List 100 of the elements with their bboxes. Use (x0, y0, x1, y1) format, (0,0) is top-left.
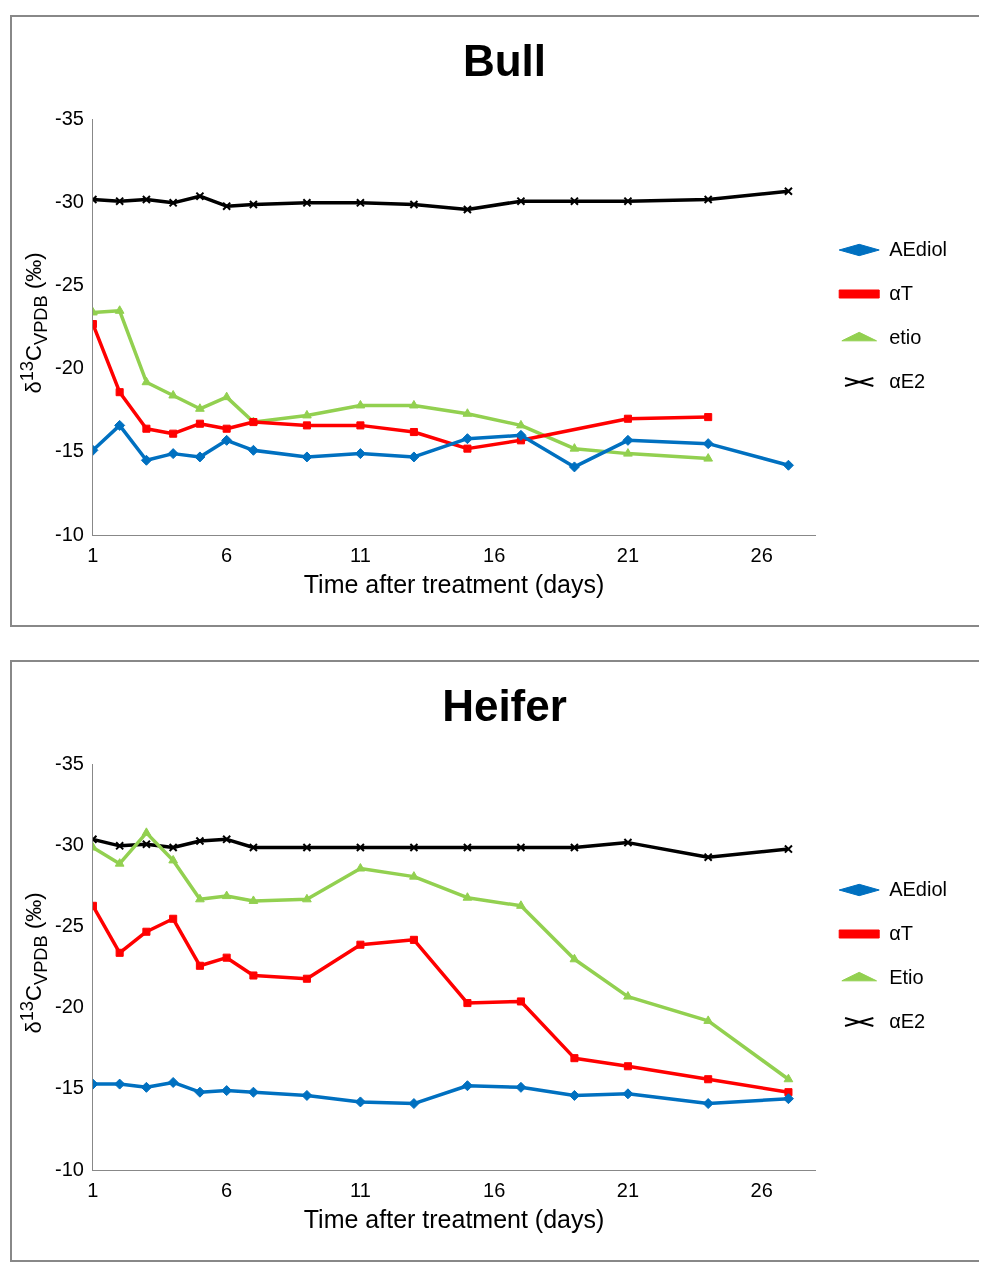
x-tick-label: 26 (750, 1178, 773, 1201)
point (704, 413, 713, 422)
point (222, 424, 231, 433)
point (167, 1076, 179, 1088)
point (114, 305, 125, 314)
point (623, 414, 632, 423)
legend-label: AEdiol (889, 877, 947, 900)
y-tick-label: -20 (55, 995, 84, 1018)
point (783, 186, 793, 196)
point (302, 974, 311, 983)
y-tick-label: -10 (55, 1157, 84, 1180)
point (115, 841, 125, 851)
point (703, 194, 713, 205)
point (195, 893, 205, 903)
point (302, 409, 312, 419)
point (222, 953, 231, 962)
point (461, 1080, 473, 1092)
point (247, 444, 259, 456)
point (195, 419, 204, 428)
legend-label: AEdiol (889, 237, 947, 260)
point (142, 424, 151, 433)
x-axis-title: Time after treatment (days) (303, 569, 605, 598)
point (302, 842, 312, 852)
point (141, 839, 151, 849)
point (623, 838, 633, 848)
point (623, 196, 633, 206)
point (195, 961, 204, 970)
point (355, 399, 366, 409)
point (302, 893, 312, 903)
point (463, 444, 472, 453)
x-tick-label: 16 (483, 543, 506, 566)
chart-title: Bull (462, 35, 547, 85)
point (623, 1062, 632, 1071)
point (141, 827, 152, 836)
point (114, 419, 126, 431)
point (409, 842, 419, 852)
point (169, 914, 178, 923)
point (463, 999, 472, 1008)
point (569, 842, 579, 852)
x-tick-label: 1 (87, 1178, 99, 1201)
x-axis-title: Time after treatment (days) (303, 1204, 605, 1233)
point (194, 1086, 206, 1098)
point (409, 428, 418, 437)
point (115, 388, 124, 397)
point (194, 451, 206, 463)
x-tick-label: 6 (221, 1178, 233, 1201)
point (248, 895, 259, 904)
point (221, 434, 233, 446)
x-tick-label: 16 (483, 1178, 506, 1201)
x-tick-label: 1 (87, 543, 99, 566)
point (461, 433, 473, 445)
point (169, 429, 178, 438)
point (623, 991, 633, 1000)
point (409, 199, 419, 210)
legend-label: Etio (889, 965, 924, 988)
legend-label: αT (889, 921, 913, 944)
point (782, 459, 794, 471)
x-tick-label: 6 (221, 543, 233, 566)
point (168, 198, 178, 208)
x-tick-label: 11 (350, 543, 371, 566)
point (623, 448, 633, 457)
point (783, 844, 793, 854)
x-tick-label: 21 (616, 1178, 640, 1201)
legend-label: αT (889, 281, 913, 304)
point (355, 842, 365, 852)
y-tick-label: -30 (55, 190, 84, 213)
point (168, 842, 178, 852)
point (516, 900, 526, 909)
point (248, 199, 258, 210)
point (302, 198, 312, 208)
point (249, 971, 258, 980)
point (568, 461, 580, 473)
y-tick-label: -35 (55, 752, 84, 775)
point (167, 448, 179, 460)
point (516, 419, 526, 429)
point (142, 927, 151, 936)
point (703, 852, 713, 862)
y-tick-label: -35 (55, 107, 84, 130)
y-tick-label: -25 (55, 914, 84, 937)
point (195, 836, 205, 846)
point (355, 198, 365, 208)
point (409, 871, 419, 880)
point (783, 1073, 794, 1083)
point (302, 421, 311, 430)
y-tick-label: -20 (55, 356, 84, 379)
y-tick-label: -30 (55, 833, 84, 856)
point (462, 408, 473, 417)
x-tick-label: 21 (616, 543, 640, 566)
point (141, 194, 151, 205)
y-tick-label: -25 (55, 273, 84, 296)
point (195, 403, 205, 412)
point (570, 1054, 579, 1063)
point (409, 399, 419, 409)
y-tick-label: -10 (55, 522, 84, 545)
chart-title: Heifer (442, 680, 567, 730)
point (114, 858, 125, 867)
point (462, 204, 472, 215)
point (515, 1081, 527, 1093)
point (140, 454, 152, 466)
point (569, 196, 579, 206)
